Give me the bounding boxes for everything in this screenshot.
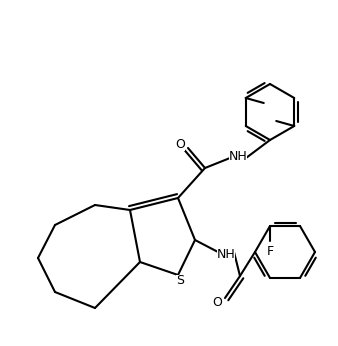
Text: NH: NH (217, 247, 235, 261)
Text: S: S (176, 274, 184, 288)
Text: NH: NH (228, 149, 247, 163)
Text: F: F (266, 245, 273, 257)
Text: O: O (212, 295, 222, 309)
Text: O: O (175, 137, 185, 151)
